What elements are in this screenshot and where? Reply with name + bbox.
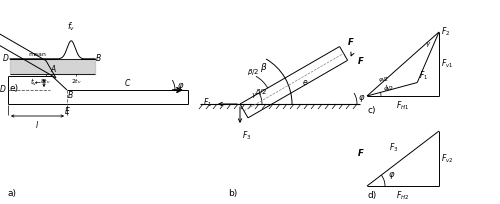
Text: $f_v$: $f_v$	[67, 20, 76, 33]
Text: $\varphi$: $\varphi$	[358, 93, 366, 104]
Text: B: B	[68, 91, 73, 100]
Text: a): a)	[8, 189, 17, 198]
Text: $\beta/2$: $\beta/2$	[246, 67, 259, 77]
Text: $\leftarrow$: $\leftarrow$	[33, 80, 42, 86]
Text: C: C	[124, 79, 130, 88]
Text: $F_{v2}$: $F_{v2}$	[441, 152, 454, 165]
Text: $F_{v1}$: $F_{v1}$	[441, 58, 454, 70]
Text: $\varphi/2$: $\varphi/2$	[378, 75, 390, 84]
Text: $F_3$: $F_3$	[388, 142, 398, 154]
Text: d): d)	[367, 191, 376, 200]
Text: $\gamma$: $\gamma$	[251, 91, 257, 100]
Text: $F_1$: $F_1$	[202, 97, 212, 109]
Text: $F_1$: $F_1$	[419, 69, 428, 82]
Text: B: B	[96, 54, 101, 63]
Text: $l$: $l$	[36, 119, 40, 130]
Text: D: D	[3, 54, 9, 63]
Text: $F_{H1}$: $F_{H1}$	[396, 100, 409, 112]
Text: $\varphi$: $\varphi$	[177, 81, 184, 92]
Text: $F_3$: $F_3$	[242, 129, 252, 142]
Text: $t_v$: $t_v$	[30, 76, 38, 88]
Text: F: F	[348, 38, 354, 47]
Text: $F_{H2}$: $F_{H2}$	[396, 190, 409, 203]
Text: $F_2$: $F_2$	[441, 26, 450, 38]
Text: $\varphi$: $\varphi$	[388, 170, 396, 181]
Text: $\gamma$: $\gamma$	[424, 40, 431, 49]
Text: $e$: $e$	[302, 78, 308, 87]
Text: $8t_v$: $8t_v$	[40, 77, 51, 86]
Text: $\beta$: $\beta$	[260, 61, 267, 74]
Text: e): e)	[10, 84, 19, 93]
Text: c): c)	[367, 106, 376, 115]
Text: D: D	[0, 85, 6, 94]
Text: F: F	[358, 58, 364, 67]
Text: A: A	[50, 65, 56, 74]
Text: b): b)	[228, 189, 237, 198]
Text: mean: mean	[28, 52, 46, 57]
Text: $2t_v$: $2t_v$	[71, 77, 82, 86]
Text: E: E	[64, 107, 70, 116]
Text: $\beta/2$: $\beta/2$	[256, 87, 268, 97]
Text: F: F	[358, 149, 364, 158]
Text: $\varphi/2$: $\varphi/2$	[383, 84, 394, 93]
